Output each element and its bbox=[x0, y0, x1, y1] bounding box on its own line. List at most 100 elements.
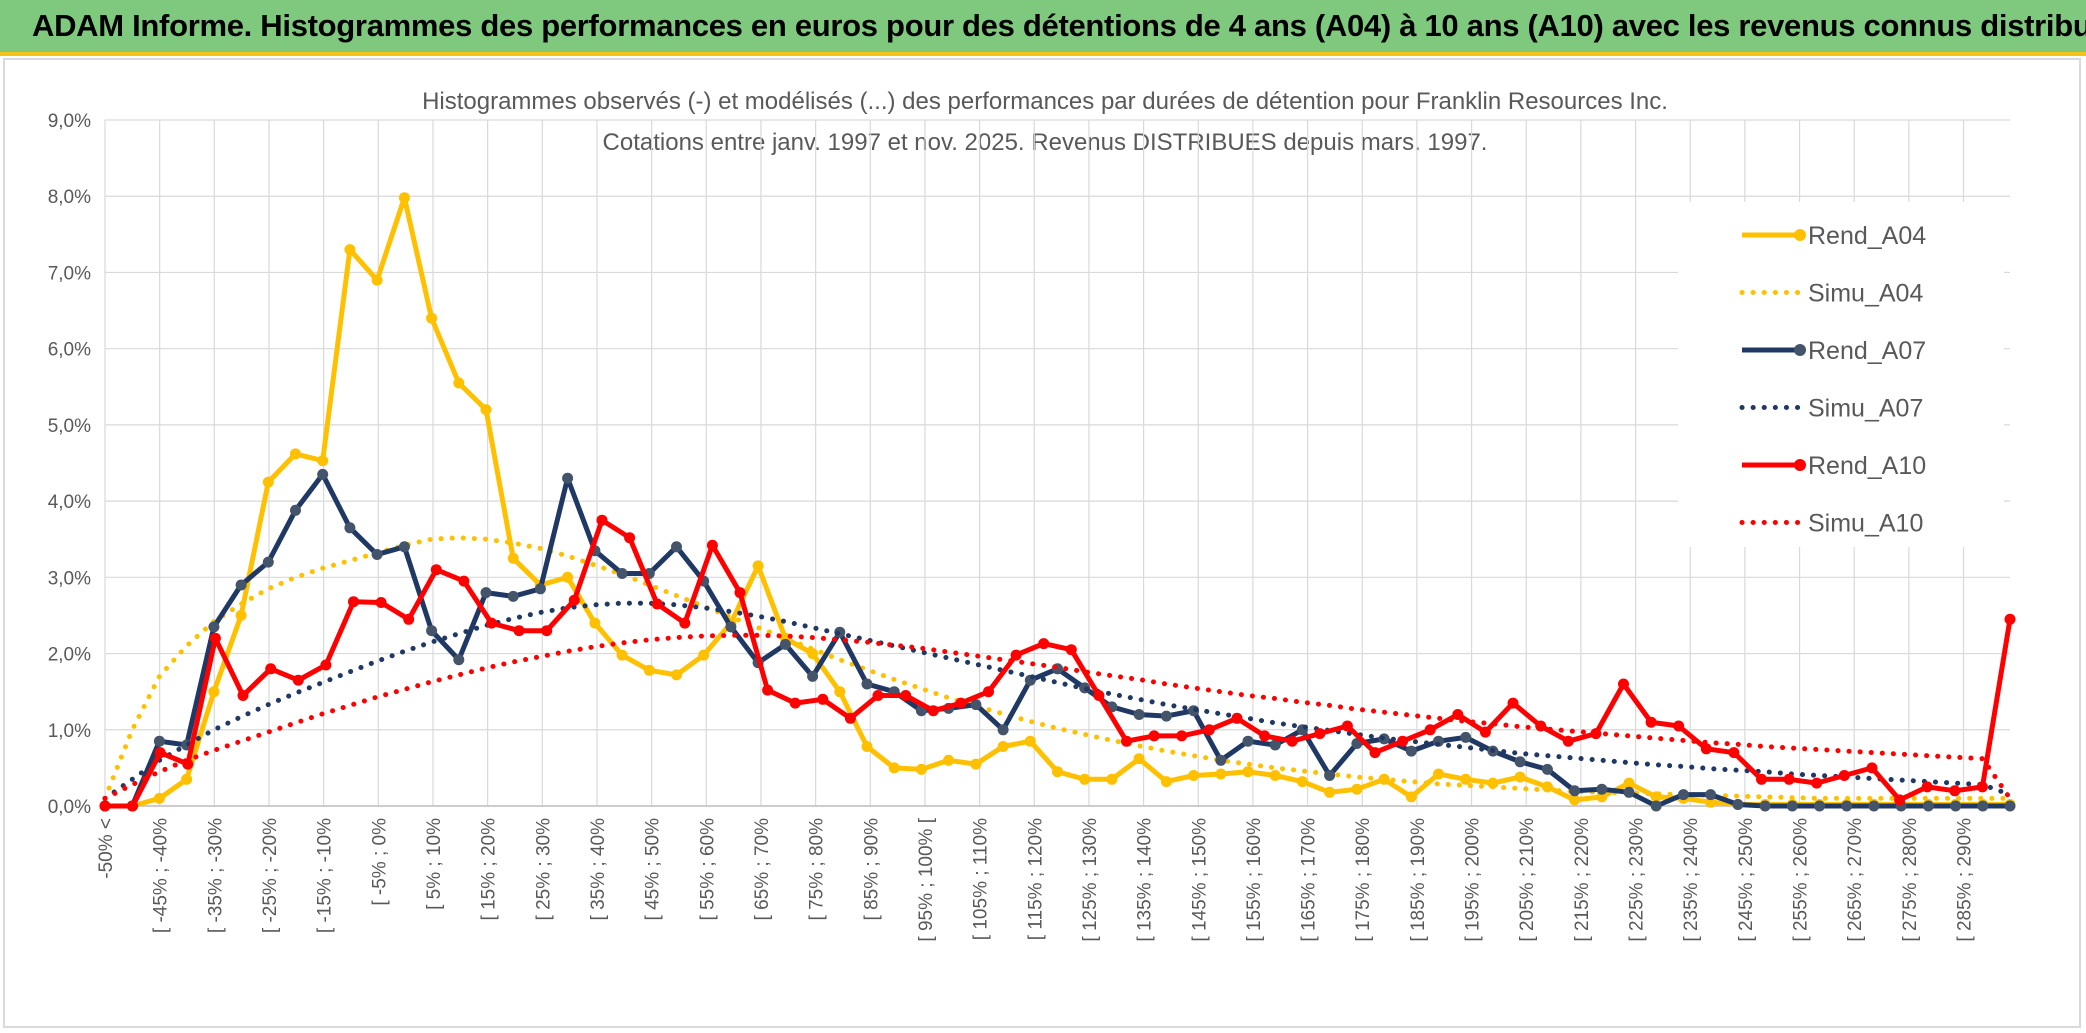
data-point bbox=[1838, 770, 1850, 781]
data-point bbox=[1148, 730, 1160, 742]
data-point bbox=[1424, 724, 1436, 736]
data-point bbox=[900, 690, 912, 701]
x-tick-label: [ 175% ; 180% bbox=[1353, 818, 1374, 942]
data-point bbox=[1369, 747, 1381, 759]
data-point bbox=[208, 686, 220, 698]
data-point bbox=[807, 648, 819, 660]
legend-marker bbox=[1794, 229, 1806, 241]
data-point bbox=[153, 792, 165, 804]
data-point bbox=[762, 684, 774, 696]
data-point bbox=[643, 664, 655, 676]
data-point bbox=[317, 468, 329, 480]
data-point bbox=[1093, 690, 1105, 701]
data-point bbox=[1514, 771, 1526, 783]
data-point bbox=[1487, 777, 1499, 789]
data-point bbox=[1514, 756, 1526, 768]
data-point bbox=[1433, 768, 1444, 780]
y-tick-label: 7,0% bbox=[48, 263, 91, 284]
data-point bbox=[1618, 678, 1629, 690]
data-point bbox=[1079, 773, 1091, 785]
x-tick-label: [ 125% ; 130% bbox=[1080, 818, 1101, 942]
data-point bbox=[596, 514, 608, 526]
data-point bbox=[292, 674, 304, 686]
data-point bbox=[541, 625, 553, 637]
data-point bbox=[1324, 770, 1336, 781]
data-point bbox=[426, 312, 438, 324]
y-tick-label: 3,0% bbox=[48, 568, 91, 589]
x-tick-label: [ 225% ; 230% bbox=[1627, 818, 1648, 942]
data-point bbox=[1783, 773, 1795, 785]
data-point bbox=[817, 693, 829, 705]
x-tick-label: [ 35% ; 40% bbox=[588, 818, 609, 921]
x-tick-label: [ 245% ; 250% bbox=[1736, 818, 1757, 942]
data-point bbox=[927, 705, 939, 717]
y-tick-label: 6,0% bbox=[48, 340, 91, 361]
data-point bbox=[872, 690, 884, 701]
data-point bbox=[1868, 800, 1880, 812]
data-point bbox=[1922, 800, 1934, 812]
chart-title: Histogrammes observés (-) et modélisés (… bbox=[422, 88, 1668, 115]
data-point bbox=[265, 663, 277, 675]
data-point bbox=[1976, 781, 1988, 793]
x-tick-label: [ 255% ; 260% bbox=[1791, 818, 1812, 942]
x-tick-label: [ 85% ; 90% bbox=[861, 818, 882, 921]
x-tick-label: [ 185% ; 190% bbox=[1408, 818, 1429, 942]
data-point bbox=[1759, 800, 1771, 812]
data-point bbox=[430, 564, 442, 576]
data-point bbox=[1405, 791, 1417, 803]
x-tick-label: -50% < bbox=[96, 818, 117, 879]
data-point bbox=[453, 654, 465, 666]
data-point bbox=[1569, 794, 1581, 806]
data-point bbox=[1341, 720, 1353, 732]
data-point bbox=[486, 617, 497, 629]
y-tick-label: 1,0% bbox=[48, 721, 91, 742]
chart-subtitle: Cotations entre janv. 1997 et nov. 2025.… bbox=[603, 129, 1488, 156]
data-point bbox=[1024, 735, 1036, 747]
data-point bbox=[997, 741, 1009, 752]
data-point bbox=[2004, 613, 2016, 625]
y-tick-label: 9,0% bbox=[48, 111, 91, 132]
data-point bbox=[562, 472, 574, 484]
data-point bbox=[844, 712, 856, 724]
data-point bbox=[734, 587, 746, 599]
data-point bbox=[1732, 799, 1744, 810]
x-tick-label: [ -15% ; -10% bbox=[315, 818, 336, 933]
data-point bbox=[320, 659, 332, 671]
data-point bbox=[1314, 728, 1326, 740]
data-point bbox=[154, 747, 166, 759]
legend-label: Rend_A07 bbox=[1808, 337, 1926, 365]
data-point bbox=[1596, 783, 1608, 795]
data-point bbox=[398, 541, 410, 553]
data-point bbox=[1479, 726, 1491, 738]
data-point bbox=[1645, 716, 1657, 728]
data-point bbox=[1176, 730, 1188, 742]
x-tick-label: [ 285% ; 290% bbox=[1955, 818, 1976, 942]
data-point bbox=[208, 621, 220, 633]
x-tick-label: [ -45% ; -40% bbox=[151, 818, 172, 933]
data-point bbox=[970, 699, 982, 711]
x-tick-label: [ 75% ; 80% bbox=[807, 818, 828, 921]
x-tick-label: [ 135% ; 140% bbox=[1135, 818, 1156, 942]
data-point bbox=[1269, 739, 1281, 751]
legend-label: Rend_A10 bbox=[1808, 452, 1926, 480]
x-tick-label: [ 55% ; 60% bbox=[697, 818, 718, 921]
data-point bbox=[1705, 796, 1717, 808]
data-point bbox=[983, 686, 994, 698]
data-point bbox=[1038, 638, 1050, 650]
legend-marker bbox=[1794, 459, 1806, 471]
data-point bbox=[752, 560, 764, 572]
data-point bbox=[671, 541, 682, 553]
data-point bbox=[507, 590, 519, 602]
data-point bbox=[1569, 785, 1581, 797]
data-point bbox=[1811, 777, 1823, 789]
x-tick-label: [ -35% ; -30% bbox=[205, 818, 226, 933]
data-point bbox=[1010, 649, 1022, 661]
data-point bbox=[317, 455, 329, 467]
x-tick-label: [ 215% ; 220% bbox=[1572, 818, 1593, 942]
data-point bbox=[725, 621, 737, 633]
data-point bbox=[1259, 730, 1271, 742]
data-point bbox=[1269, 770, 1281, 781]
data-point bbox=[568, 594, 580, 606]
x-tick-label: [ 205% ; 210% bbox=[1517, 818, 1538, 942]
data-point bbox=[1756, 773, 1767, 785]
